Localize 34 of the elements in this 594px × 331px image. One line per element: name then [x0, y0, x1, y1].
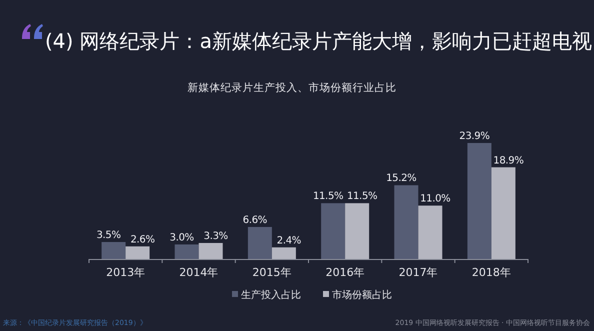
- bar: [491, 167, 516, 259]
- bar: [394, 185, 418, 259]
- data-label: 3.3%: [204, 230, 228, 242]
- data-label: 3.0%: [170, 232, 194, 244]
- bar: [272, 247, 296, 259]
- bar: [198, 242, 223, 259]
- data-label: 18.9%: [493, 155, 524, 166]
- x-tick-label: 2013年: [106, 266, 146, 279]
- x-tick-label: 2017年: [398, 266, 438, 279]
- chart-title: (4) 网络纪录片：a新媒体纪录片产能大增，影响力已赶超电视: [45, 29, 592, 53]
- bar: [102, 242, 126, 259]
- data-label: 11.0%: [420, 194, 450, 205]
- data-label: 11.5%: [346, 191, 378, 202]
- data-label: 11.5%: [312, 191, 344, 202]
- data-label: 6.6%: [242, 214, 268, 226]
- bar: [345, 203, 370, 259]
- bar: [321, 203, 346, 259]
- legend-label: 市场份额占比: [332, 289, 392, 301]
- x-tick-label: 2015年: [252, 266, 292, 279]
- x-tick-label: 2014年: [179, 266, 218, 279]
- data-label: 15.2%: [386, 173, 416, 184]
- data-label: 2.6%: [130, 234, 155, 246]
- bar: [174, 244, 199, 259]
- data-label: 3.5%: [96, 230, 121, 242]
- x-tick-label: 2016年: [326, 266, 365, 279]
- chart-subtitle: 新媒体纪录片生产投入、市场份额行业占比: [188, 81, 396, 94]
- data-label: 23.9%: [459, 131, 490, 142]
- bar: [418, 206, 442, 259]
- data-label: 2.4%: [276, 235, 302, 246]
- legend-label: 生产投入占比: [241, 289, 301, 301]
- bar: [126, 246, 150, 259]
- bar: [467, 143, 492, 259]
- bar: [248, 226, 272, 259]
- x-tick-label: 2018年: [472, 266, 511, 279]
